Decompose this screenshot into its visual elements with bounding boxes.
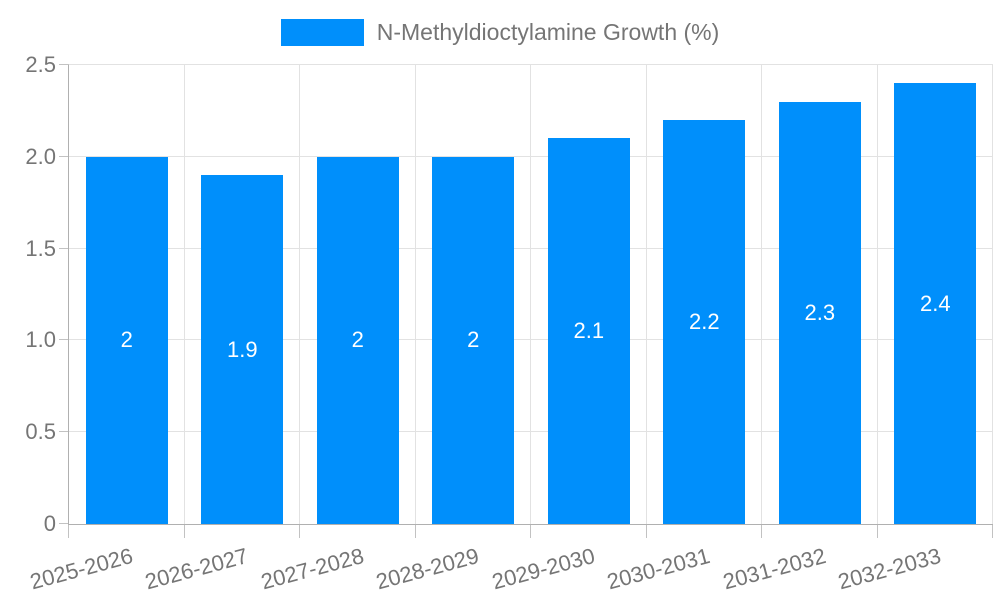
y-gridline: [69, 431, 993, 433]
x-axis-tick: [299, 524, 300, 538]
x-gridline: [877, 65, 878, 524]
y-axis-label: 2.5: [25, 52, 56, 77]
bar-value-label: 2.1: [573, 318, 605, 344]
y-axis-tick: [59, 64, 69, 65]
x-axis-tick: [992, 524, 993, 538]
y-axis-label: 1.5: [25, 235, 56, 261]
bar: 2.2: [663, 120, 746, 524]
bar-value-label: 2: [351, 327, 364, 353]
chart-legend[interactable]: N-Methyldioctylamine Growth (%): [0, 19, 1000, 46]
x-gridline: [530, 65, 531, 524]
bar-value-label: 2.2: [689, 309, 720, 335]
bar-value-label: 1.9: [227, 336, 258, 362]
legend-swatch: [280, 19, 364, 46]
x-axis-tick: [530, 524, 531, 538]
bar: 2: [85, 156, 168, 524]
y-axis-tick: [59, 431, 69, 433]
y-axis-label: 2.0: [25, 143, 56, 169]
x-axis-tick: [415, 524, 416, 538]
x-gridline: [184, 65, 185, 524]
y-axis-label: 1.0: [25, 327, 56, 353]
bar-value-label: 2: [467, 327, 480, 353]
bar: 2: [316, 156, 399, 524]
bar-value-label: 2: [120, 327, 133, 353]
bar-value-label: 2.4: [920, 290, 951, 316]
y-axis-line: [68, 65, 69, 524]
y-axis-label: 0: [43, 511, 56, 536]
y-axis-label: 0.5: [25, 419, 56, 445]
bar: 2.1: [547, 138, 630, 524]
x-gridline: [299, 65, 300, 524]
y-gridline: [69, 247, 993, 249]
x-gridline: [646, 65, 647, 524]
y-axis-tick: [59, 155, 69, 157]
bar: 2.3: [778, 101, 861, 524]
x-axis-line: [68, 524, 993, 525]
x-gridline: [761, 65, 762, 524]
x-gridline: [992, 65, 993, 524]
bar: 2.4: [894, 83, 977, 524]
x-gridline: [415, 65, 416, 524]
x-axis-tick: [184, 524, 185, 538]
x-axis-tick: [646, 524, 647, 538]
bar: 1.9: [201, 175, 284, 524]
y-axis-tick: [59, 523, 69, 524]
bar-value-label: 2.3: [804, 299, 836, 325]
x-axis-tick: [877, 524, 878, 538]
y-gridline: [69, 64, 993, 65]
x-axis-tick: [68, 524, 69, 538]
y-axis-tick: [59, 247, 69, 249]
bar: 2: [432, 156, 515, 524]
y-gridline: [69, 155, 993, 157]
y-axis-tick: [59, 339, 69, 341]
y-gridline: [69, 339, 993, 341]
legend-label: N-Methyldioctylamine Growth (%): [376, 19, 720, 45]
x-axis-tick: [761, 524, 762, 538]
